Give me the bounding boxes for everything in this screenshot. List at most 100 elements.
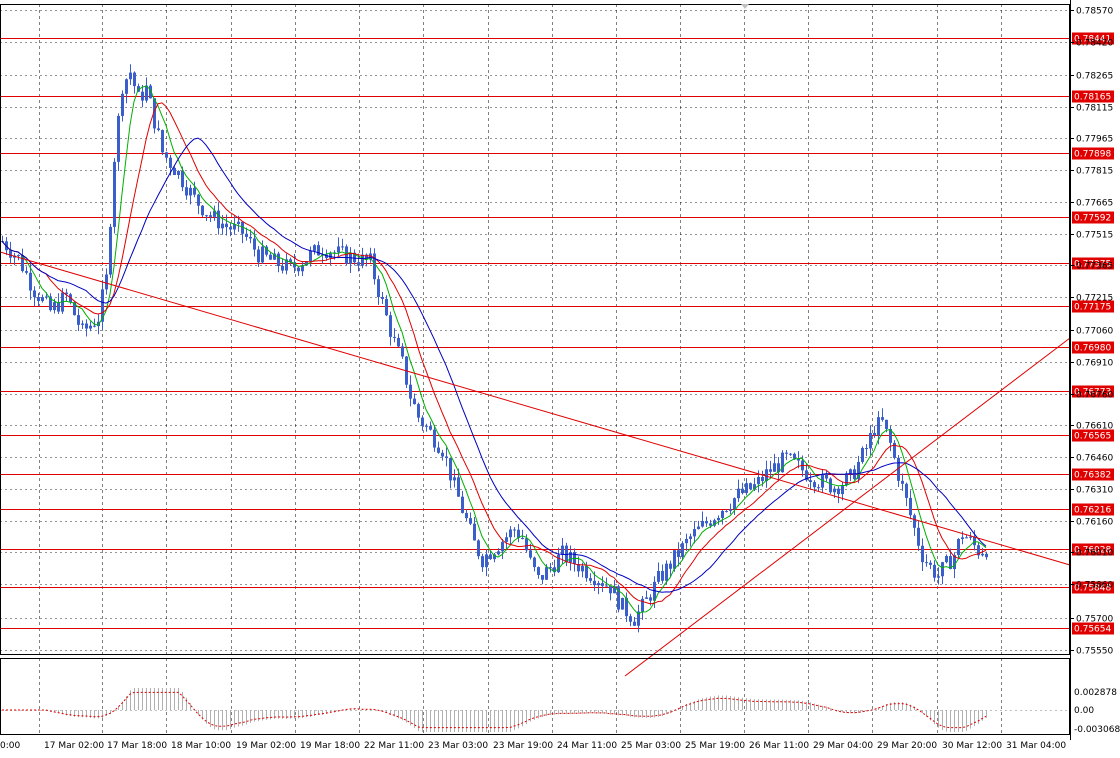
candle-body <box>785 452 788 454</box>
candle-body <box>649 597 652 601</box>
y-tick-label: 0.78420 <box>1076 39 1113 49</box>
candle-body <box>465 512 468 519</box>
y-tick-label: 0.77215 <box>1076 294 1113 304</box>
candle-body <box>149 85 152 99</box>
candle-body <box>229 227 232 230</box>
candle-body <box>749 483 752 490</box>
candle-body <box>453 477 456 481</box>
candle-body <box>253 238 256 250</box>
candle-body <box>741 488 744 494</box>
level-price-label: 0.76216 <box>1074 506 1111 516</box>
candle-body <box>525 538 528 551</box>
level-price-tag <box>1072 211 1114 224</box>
level-price-tag <box>1072 385 1114 398</box>
candle-body <box>637 611 640 626</box>
candle-body <box>901 480 904 484</box>
candle-body <box>205 215 208 217</box>
candle-body <box>897 457 900 481</box>
x-tick-label: 19 Mar 02:00 <box>236 741 296 751</box>
candle-body <box>241 221 244 234</box>
x-tick-label: 23 Mar 19:00 <box>493 741 553 751</box>
axes <box>0 0 1074 740</box>
candle-body <box>425 425 428 427</box>
candle-body <box>469 518 472 524</box>
candle-body <box>921 545 924 563</box>
candle-body <box>361 254 364 266</box>
candle-body <box>805 470 808 481</box>
level-price-tag <box>1072 503 1114 516</box>
candle-body <box>713 520 716 526</box>
candle-body <box>73 302 76 316</box>
candle-body <box>429 426 432 430</box>
lower-indicator <box>0 688 1070 732</box>
candle-body <box>565 545 568 563</box>
candle-body <box>281 266 284 271</box>
candle-body <box>545 567 548 580</box>
candle-body <box>77 315 80 325</box>
candle-body <box>193 187 196 195</box>
candle-body <box>849 469 852 474</box>
candle-body <box>237 221 240 225</box>
candle-body <box>49 296 52 311</box>
candle-body <box>41 297 44 302</box>
candle-body <box>517 529 520 538</box>
candle-body <box>381 296 384 299</box>
candle-body <box>413 398 416 405</box>
candle-body <box>777 463 780 473</box>
candle-body <box>829 478 832 493</box>
candle-body <box>309 250 312 262</box>
candle-body <box>645 597 648 599</box>
y-tick-label: 0.77060 <box>1076 327 1113 337</box>
candle-body <box>233 224 236 230</box>
candle-body <box>489 554 492 560</box>
ma-slow-blue <box>1 137 987 593</box>
candle-body <box>25 271 28 273</box>
candle-body <box>493 554 496 560</box>
candle-body <box>729 509 732 511</box>
candle-body <box>249 236 252 239</box>
candle-body <box>157 128 160 131</box>
candle-body <box>401 346 404 357</box>
candle-body <box>685 538 688 544</box>
candle-body <box>869 433 872 449</box>
level-price-tag <box>1072 147 1114 160</box>
candle-body <box>189 187 192 196</box>
candle-body <box>677 550 680 557</box>
candle-body <box>661 570 664 581</box>
y-tick-label: 0.76160 <box>1076 518 1113 528</box>
x-tick-label: 25 Mar 03:00 <box>621 741 681 751</box>
candle-body <box>773 463 776 472</box>
candle-body <box>185 187 188 196</box>
y-tick-label: 0.75700 <box>1076 615 1113 625</box>
x-tick-label: 29 Mar 20:00 <box>877 741 937 751</box>
candle-body <box>397 337 400 347</box>
candle-body <box>877 417 880 436</box>
candle-body <box>577 564 580 572</box>
candle-body <box>709 523 712 526</box>
candle-body <box>53 302 56 311</box>
candle-body <box>117 115 120 162</box>
x-tick-label: 18 Mar 10:00 <box>171 741 231 751</box>
candle-body <box>261 246 264 263</box>
candle-body <box>129 72 132 80</box>
candle-body <box>109 226 112 275</box>
main-plot-frame <box>0 4 1070 655</box>
level-price-label: 0.76980 <box>1074 344 1111 354</box>
candle-body <box>781 452 784 473</box>
candle-body <box>585 566 588 579</box>
candle-body <box>605 585 608 587</box>
candle-body <box>225 223 228 228</box>
candle-body <box>985 553 988 558</box>
candle-body <box>473 523 476 541</box>
candle-body <box>301 265 304 272</box>
level-price-tag <box>1072 622 1114 635</box>
candle-body <box>29 272 32 291</box>
candle-body <box>417 404 420 418</box>
candle-body <box>721 510 724 518</box>
level-price-tag <box>1072 581 1114 594</box>
candle-body <box>825 474 828 479</box>
y-tick-label: 0.78570 <box>1076 7 1113 17</box>
candle-body <box>45 296 48 298</box>
x-tick-label: 22 Mar 11:00 <box>364 741 424 751</box>
